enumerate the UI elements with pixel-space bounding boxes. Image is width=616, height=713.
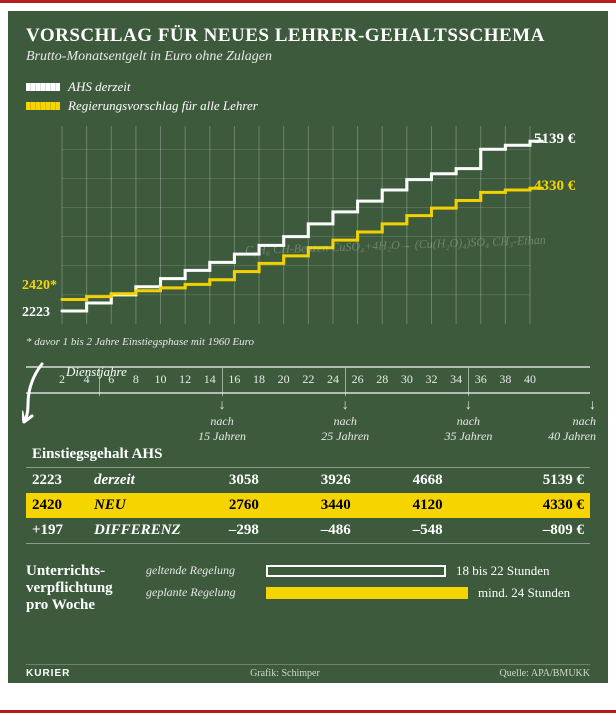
x-tick: 38	[495, 372, 515, 387]
x-tick: 34	[446, 372, 466, 387]
x-tick: 16	[224, 372, 244, 387]
x-tick: 12	[175, 372, 195, 387]
infographic-panel: VORSCHLAG FÜR NEUES LEHRER-GEHALTSSCHEMA…	[8, 11, 608, 683]
unterricht-bar	[266, 587, 468, 599]
legend-swatch-ahs	[26, 83, 60, 91]
unterricht-bar	[266, 565, 446, 577]
table-row-differenz: +197 DIFFERENZ –298 –486 –548 –809 €	[26, 518, 590, 544]
legend-label-neu: Regierungsvorschlag für alle Lehrer	[68, 98, 258, 114]
unterricht-block: Unterrichts-verpflichtungpro Woche gelte…	[26, 563, 590, 615]
x-tick: 22	[298, 372, 318, 387]
x-tick: 8	[126, 372, 146, 387]
chart-area: 2223 2420* 5139 € 4330 € C₆H₆ CH-Benzen …	[26, 120, 586, 330]
table-row-derzeit: 2223 derzeit 3058 3926 4668 5139 €	[26, 468, 590, 494]
x-tick: 30	[397, 372, 417, 387]
milestone-label: ↓nach25 Jahren	[310, 398, 380, 444]
start-label-ahs: 2223	[22, 305, 50, 321]
unterricht-row: geplante Regelung mind. 24 Stunden	[146, 585, 590, 601]
legend-label-ahs: AHS derzeit	[68, 79, 130, 95]
x-tick: 40	[520, 372, 540, 387]
credit-quelle: Quelle: APA/BMUKK	[500, 668, 590, 679]
x-tick: 36	[471, 372, 491, 387]
x-tick: 32	[421, 372, 441, 387]
unterricht-row-label: geltende Regelung	[146, 563, 266, 578]
start-label-neu: 2420*	[22, 278, 57, 294]
table-header-title: Einstiegsgehalt AHS	[26, 442, 198, 468]
x-tick: 26	[348, 372, 368, 387]
end-label-ahs: 5139 €	[534, 131, 575, 148]
end-label-neu: 4330 €	[534, 178, 575, 195]
milestone-label: ↓nach35 Jahren	[433, 398, 503, 444]
credit-bar: KURIER Grafik: Schimper Quelle: APA/BMUK…	[26, 664, 590, 679]
milestone-labels: ↓nach15 Jahren ↓nach25 Jahren ↓nach35 Jahr…	[26, 398, 590, 442]
subtitle: Brutto-Monatsentgelt in Euro ohne Zulage…	[26, 49, 590, 65]
footnote: * davor 1 bis 2 Jahre Einstiegsphase mit…	[26, 336, 590, 348]
unterricht-row: geltende Regelung 18 bis 22 Stunden	[146, 563, 590, 579]
milestone-label: ↓nach15 Jahren	[187, 398, 257, 444]
x-tick: 14	[200, 372, 220, 387]
unterricht-value: 18 bis 22 Stunden	[456, 563, 550, 579]
title: VORSCHLAG FÜR NEUES LEHRER-GEHALTSSCHEMA	[26, 25, 590, 47]
x-tick: 18	[249, 372, 269, 387]
salary-table: Einstiegsgehalt AHS 2223 derzeit 3058 39…	[26, 442, 590, 545]
unterricht-heading: Unterrichts-verpflichtungpro Woche	[26, 563, 146, 615]
x-axis: 246810121416182022242628303234363840	[26, 366, 590, 394]
table-row-neu: 2420 NEU 2760 3440 4120 4330 €	[26, 493, 590, 518]
credit-kurier: KURIER	[26, 668, 70, 679]
legend: AHS derzeit Regierungsvorschlag für alle…	[26, 79, 590, 114]
unterricht-row-label: geplante Regelung	[146, 585, 266, 600]
x-tick: 6	[101, 372, 121, 387]
unterricht-value: mind. 24 Stunden	[478, 585, 570, 601]
x-tick: 28	[372, 372, 392, 387]
milestone-label: ↓nach40 Jahren	[526, 398, 596, 444]
credit-grafik: Grafik: Schimper	[250, 668, 320, 679]
legend-swatch-neu	[26, 102, 60, 110]
x-tick: 4	[77, 372, 97, 387]
x-tick: 10	[151, 372, 171, 387]
chart-svg	[26, 120, 586, 330]
x-tick: 20	[274, 372, 294, 387]
x-tick: 24	[323, 372, 343, 387]
x-tick: 2	[52, 372, 72, 387]
